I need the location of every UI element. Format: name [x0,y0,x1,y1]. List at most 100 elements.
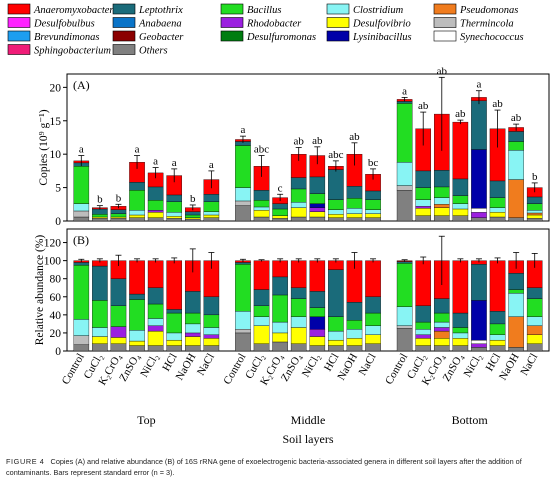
legend-label: Lysinibacillus [352,32,412,43]
bar-segment [110,326,127,338]
bar-segment [253,206,270,211]
legend-swatch [7,17,31,28]
bar-segment [396,325,413,329]
bar-segment [166,309,183,314]
legend-swatch [326,17,350,28]
legend-swatch [220,17,244,28]
bar-segment [346,213,363,218]
bar-segment [508,141,524,151]
bar-segment [365,334,381,344]
bar-segment [290,188,307,203]
bar-segment [471,343,487,348]
bar-segment [346,198,363,209]
bar-segment [147,260,164,288]
bar-segment [73,166,90,204]
figure-label: FIGURE 4 [6,457,45,466]
panel-label: (B) [73,233,89,247]
bar-segment [147,212,164,218]
x-tick-label: Control [383,352,410,387]
bar-segment [328,345,344,352]
bar-segment [73,210,90,218]
bar-segment [203,345,220,352]
bar-segment [489,311,506,325]
bar-segment [290,316,307,328]
stacked-bar: a [129,144,145,222]
bar-segment [415,206,432,209]
bar-segment [489,197,506,208]
figure-caption: FIGURE 4 Copies (A) and relative abundan… [6,456,551,478]
bar-segment [508,289,524,294]
bar-segment [235,262,251,265]
bar-segment [433,321,450,328]
bar-segment [272,341,288,352]
bar-segment [346,208,363,214]
y-tick-label: 0 [55,346,61,358]
stacked-bar: a [203,159,220,222]
y-tick-label: 5 [55,183,61,195]
bar-segment [73,216,90,222]
bar-segment [452,215,469,222]
bar-segment [253,200,270,208]
significance-letter: b [97,194,103,206]
bar-segment [184,332,201,337]
legend-swatch [326,3,350,15]
bar-segment [346,345,363,352]
legend-label: Desulfobulbus [33,19,95,30]
bar-segment [489,260,506,312]
bar-segment [129,210,145,216]
bar-segment [415,199,432,207]
bar-segment [526,203,543,211]
significance-letter: abc [328,149,343,161]
bar-segment [147,325,164,332]
bar-segment [396,328,413,352]
bar-segment [309,336,326,346]
significance-letter: bc [368,157,379,169]
bar-segment [166,194,183,202]
bar-segment [272,332,288,343]
bar-segment [309,307,326,317]
bar-segment [253,210,270,218]
bar-segment [92,218,108,222]
bar-segment [489,339,506,346]
bar-segment [508,149,524,180]
bar-segment [452,178,469,196]
bar-segment [129,345,145,352]
bar-segment [147,200,164,211]
caption-text: Copies (A) and relative abundance (B) of… [6,457,522,477]
bar-segment [433,204,450,208]
bar-segment [365,312,381,326]
legend-label: Brevundimonas [34,32,100,43]
bar-segment [166,339,183,346]
bar-segment [489,334,506,341]
bar-segment [73,262,90,266]
bar-segment [309,207,326,212]
bar-segment [235,311,251,330]
bar-segment [166,218,183,222]
x-tick-label: NiCl₂ [462,351,485,379]
legend-label: Rhodobacter [246,19,302,30]
bar-segment [471,208,487,213]
bar-segment [235,332,251,352]
significance-letter: ab [455,108,466,120]
legend-swatch [220,3,244,15]
legend-label: Pseudomonas [459,5,518,16]
bar-segment [346,302,363,321]
bar-segment [129,214,145,218]
bar-segment [235,187,251,202]
bar-segment [73,319,90,336]
bar-segment [328,214,344,218]
bar-segment [508,292,524,317]
bar-segment [526,196,543,204]
bar-segment [433,298,450,314]
bar-segment [166,345,183,352]
bar-segment [147,345,164,352]
bar-segment [203,314,220,328]
bar-segment [433,327,450,332]
bar-segment [203,327,220,335]
bar-segment [365,260,381,297]
bar-segment [272,260,288,278]
legend-swatch [112,3,136,15]
bar-segment [526,298,543,317]
legend-label: Anabaena [138,19,182,30]
bar-segment [508,347,524,352]
